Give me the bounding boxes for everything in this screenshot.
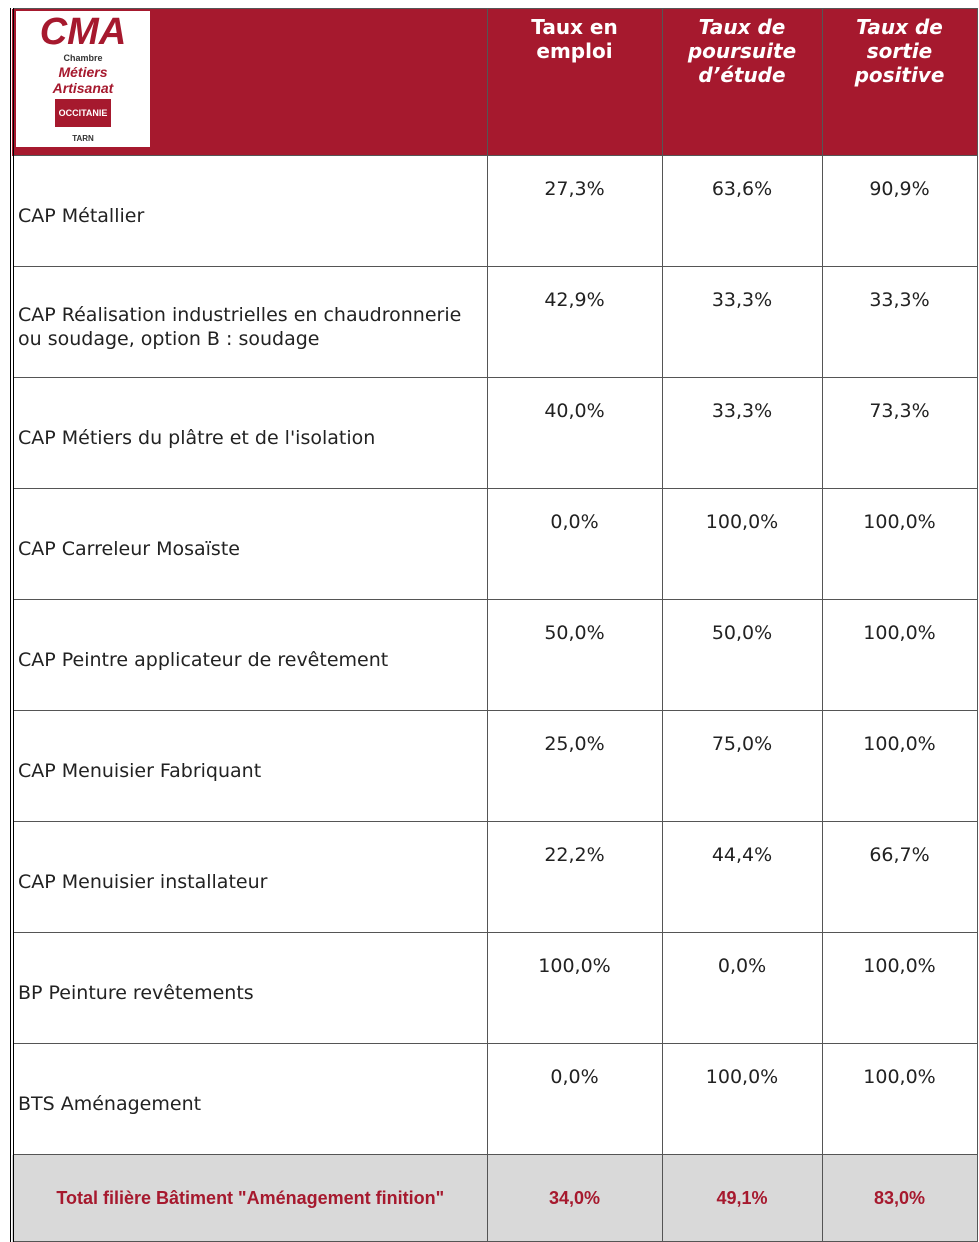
cell-value: 49,1% bbox=[661, 1154, 823, 1242]
cell-value: 100,0% bbox=[661, 488, 823, 600]
cell-value: 25,0% bbox=[486, 710, 663, 822]
table-row: Total filière Bâtiment "Aménagement fini… bbox=[11, 1154, 978, 1242]
cell-value: 100,0% bbox=[821, 488, 978, 600]
cell-value: 42,9% bbox=[486, 266, 663, 378]
column-header: Taux de poursuite d’étude bbox=[661, 8, 823, 156]
row-label: CAP Métallier bbox=[11, 155, 488, 267]
cell-value: 63,6% bbox=[661, 155, 823, 267]
logo-cell: CMA Chambre Métiers Artisanat OCCITANIE … bbox=[11, 8, 488, 156]
cell-value: 66,7% bbox=[821, 821, 978, 933]
results-table: CMA Chambre Métiers Artisanat OCCITANIE … bbox=[10, 8, 978, 1242]
row-label: CAP Carreleur Mosaïste bbox=[11, 488, 488, 600]
cell-value: 100,0% bbox=[821, 599, 978, 711]
cell-value: 27,3% bbox=[486, 155, 663, 267]
logo: CMA Chambre Métiers Artisanat OCCITANIE … bbox=[16, 11, 150, 147]
row-label: BP Peinture revêtements bbox=[11, 932, 488, 1044]
header-row: CMA Chambre Métiers Artisanat OCCITANIE … bbox=[11, 8, 978, 156]
cell-value: 73,3% bbox=[821, 377, 978, 489]
table-row: CAP Carreleur Mosaïste 0,0% 100,0% 100,0% bbox=[11, 488, 978, 600]
cell-value: 22,2% bbox=[486, 821, 663, 933]
table-row: CAP Menuisier installateur 22,2% 44,4% 66,7… bbox=[11, 821, 978, 933]
cell-value: 100,0% bbox=[821, 710, 978, 822]
table-body: CAP Métallier 27,3% 63,6% 90,9% CAP Réalisat… bbox=[11, 155, 978, 1242]
column-header: Taux de sortie positive bbox=[821, 8, 978, 156]
cell-value: 50,0% bbox=[661, 599, 823, 711]
table-row: BP Peinture revêtements 100,0% 0,0% 100,0% bbox=[11, 932, 978, 1044]
logo-mark: CMA bbox=[39, 11, 127, 53]
row-label: CAP Réalisation industrielles en chaudro… bbox=[11, 266, 488, 378]
cell-value: 50,0% bbox=[486, 599, 663, 711]
table-row: CAP Métallier 27,3% 63,6% 90,9% bbox=[11, 155, 978, 267]
cell-value: 33,3% bbox=[661, 266, 823, 378]
row-label: CAP Menuisier Fabriquant bbox=[11, 710, 488, 822]
cell-value: 90,9% bbox=[821, 155, 978, 267]
cell-value: 0,0% bbox=[486, 488, 663, 600]
logo-text: Chambre bbox=[63, 53, 103, 63]
cell-value: 0,0% bbox=[661, 932, 823, 1044]
row-label: Total filière Bâtiment "Aménagement fini… bbox=[11, 1154, 488, 1242]
logo-region: OCCITANIE bbox=[54, 99, 112, 127]
cell-value: 0,0% bbox=[486, 1043, 663, 1155]
cell-value: 83,0% bbox=[821, 1154, 978, 1242]
row-label: CAP Métiers du plâtre et de l'isolation bbox=[11, 377, 488, 489]
logo-text: Artisanat bbox=[52, 80, 114, 96]
row-label: BTS Aménagement bbox=[11, 1043, 488, 1155]
cell-value: 40,0% bbox=[486, 377, 663, 489]
table-row: CAP Métiers du plâtre et de l'isolation 4… bbox=[11, 377, 978, 489]
page: CMA Chambre Métiers Artisanat OCCITANIE … bbox=[10, 8, 978, 1242]
table-row: BTS Aménagement 0,0% 100,0% 100,0% bbox=[11, 1043, 978, 1155]
logo-dept: TARN bbox=[72, 134, 94, 143]
logo-text: Métiers bbox=[58, 64, 108, 80]
cell-value: 75,0% bbox=[661, 710, 823, 822]
cell-value: 33,3% bbox=[821, 266, 978, 378]
cell-value: 33,3% bbox=[661, 377, 823, 489]
row-label: CAP Peintre applicateur de revêtement bbox=[11, 599, 488, 711]
table-row: CAP Peintre applicateur de revêtement 50,… bbox=[11, 599, 978, 711]
column-header: Taux en emploi bbox=[486, 8, 663, 156]
table-row: CAP Menuisier Fabriquant 25,0% 75,0% 100,0% bbox=[11, 710, 978, 822]
cell-value: 100,0% bbox=[821, 1043, 978, 1155]
table-row: CAP Réalisation industrielles en chaudro… bbox=[11, 266, 978, 378]
cell-value: 100,0% bbox=[821, 932, 978, 1044]
cell-value: 100,0% bbox=[486, 932, 663, 1044]
cell-value: 34,0% bbox=[486, 1154, 663, 1242]
cell-value: 44,4% bbox=[661, 821, 823, 933]
cell-value: 100,0% bbox=[661, 1043, 823, 1155]
row-label: CAP Menuisier installateur bbox=[11, 821, 488, 933]
